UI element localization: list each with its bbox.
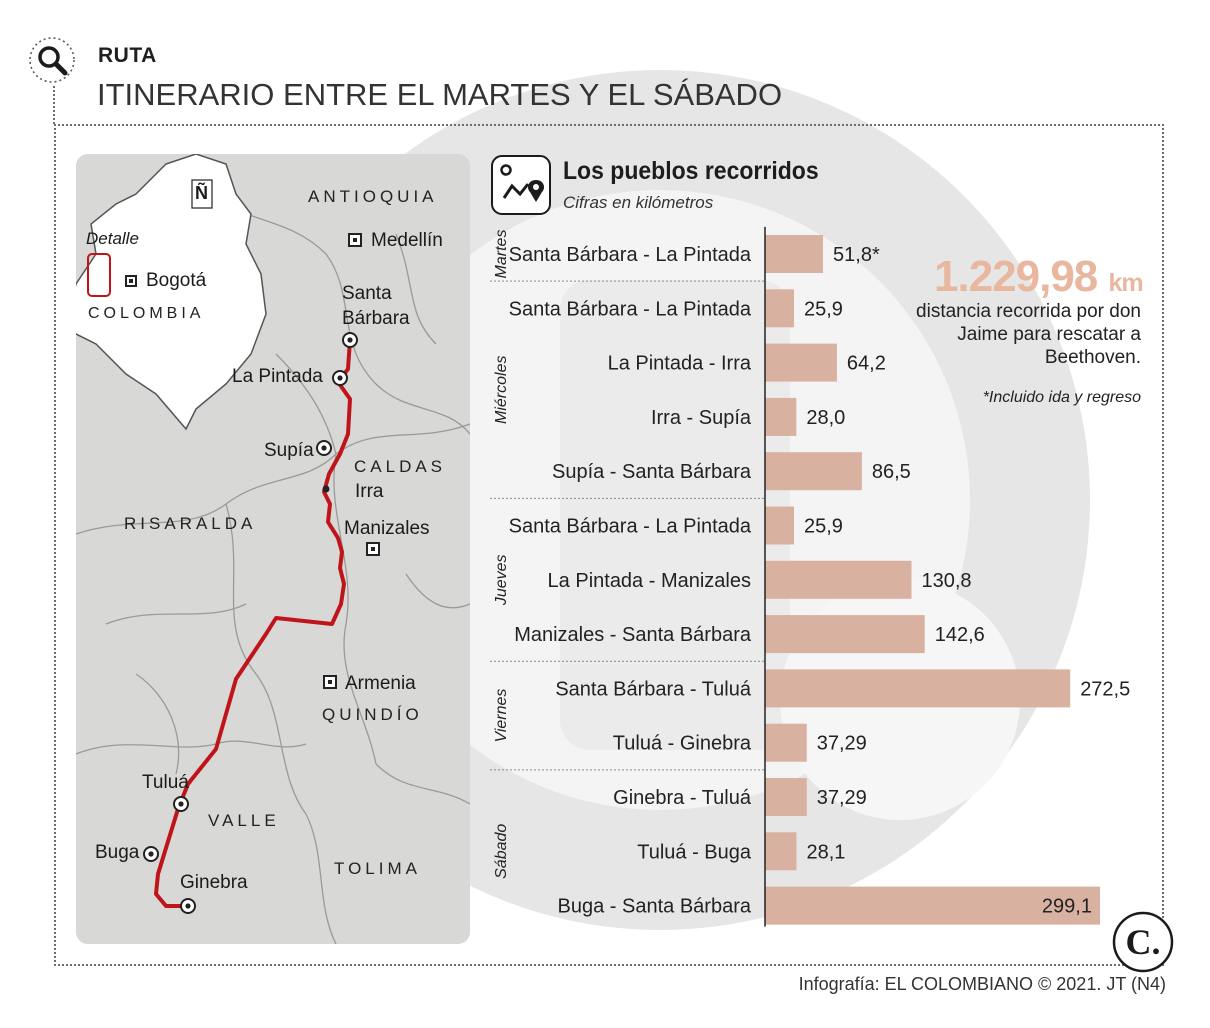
bar-2-1	[765, 560, 912, 599]
bar-1-0	[765, 289, 795, 328]
value-label-1-2: 28,0	[806, 407, 845, 429]
bar-0-0	[765, 235, 824, 273]
segment-label-3-0: Santa Bárbara - Tuluá	[555, 678, 752, 700]
value-label-4-2: 299,1	[1042, 896, 1092, 918]
route-map	[76, 154, 470, 944]
segment-label-0-0: Santa Bárbara - La Pintada	[509, 244, 752, 266]
section-kicker: RUTA	[98, 44, 157, 67]
place-barbara: Bárbara	[342, 308, 410, 329]
value-label-4-0: 37,29	[817, 787, 867, 809]
day-label-2: Jueves	[493, 554, 510, 606]
segment-label-2-1: La Pintada - Manizales	[548, 570, 751, 592]
value-label-3-0: 272,5	[1080, 678, 1130, 700]
place-supia: Supía	[264, 440, 314, 461]
bar-1-2	[765, 397, 797, 436]
total-distance: 1.229,98 km	[934, 252, 1144, 302]
bar-2-2	[765, 615, 925, 654]
place-armenia: Armenia	[345, 673, 416, 694]
segment-label-4-0: Ginebra - Tuluá	[613, 787, 752, 809]
place-la-pintada: La Pintada	[232, 366, 323, 387]
region-antioquia: ANTIOQUIA	[308, 187, 438, 206]
place-ginebra: Ginebra	[180, 872, 248, 893]
region-caldas: CALDAS	[354, 457, 447, 476]
value-label-1-1: 64,2	[847, 353, 886, 375]
place-medellin: Medellín	[371, 230, 443, 251]
capital-label: Bogotá	[146, 270, 207, 291]
north-label: Ñ	[195, 183, 208, 203]
value-label-0-0: 51,8*	[833, 244, 880, 266]
region-risaralda: RISARALDA	[124, 514, 257, 533]
footnote: *Incluido ida y regreso	[982, 389, 1141, 406]
distance-bar-chart: Santa Bárbara - La Pintada 51,8*MartesSan…	[490, 226, 1130, 927]
place-santa: Santa	[342, 283, 392, 304]
place-buga: Buga	[95, 842, 140, 863]
country-label: COLOMBIA	[88, 305, 205, 322]
segment-label-1-2: Irra - Supía	[651, 407, 752, 429]
department-borders	[76, 183, 470, 944]
el-colombiano-logo-icon: C.	[1112, 911, 1174, 973]
segment-label-2-0: Santa Bárbara - La Pintada	[509, 516, 752, 538]
region-quindio: QUINDÍO	[322, 705, 423, 724]
bar-3-0	[765, 669, 1071, 708]
north-arrow-icon	[191, 179, 213, 209]
value-label-3-1: 37,29	[817, 733, 867, 755]
place-tulua: Tuluá	[142, 772, 189, 793]
colombia-inset	[76, 154, 267, 431]
total-distance-unit: km	[1108, 269, 1144, 297]
total-description: distancia recorrida por don Jaime para r…	[916, 301, 1141, 368]
segment-label-4-1: Tuluá - Buga	[637, 841, 752, 863]
segment-label-4-2: Buga - Santa Bárbara	[558, 896, 752, 918]
bar-1-1	[765, 343, 837, 382]
region-valle: VALLE	[208, 811, 280, 830]
day-label-3: Viernes	[493, 689, 510, 743]
value-label-4-1: 28,1	[806, 841, 845, 863]
day-label-0: Martes	[493, 230, 510, 279]
value-label-1-3: 86,5	[872, 461, 911, 483]
content-frame	[54, 124, 1164, 966]
panel-title: Los pueblos recorridos	[563, 157, 819, 185]
bar-3-1	[765, 723, 807, 762]
place-manizales: Manizales	[344, 518, 430, 539]
value-label-2-0: 25,9	[804, 516, 843, 538]
bar-1-3	[765, 452, 862, 491]
value-label-2-2: 142,6	[935, 624, 985, 646]
segment-label-2-2: Manizales - Santa Bárbara	[514, 624, 752, 646]
region-tolima: TOLIMA	[334, 859, 421, 878]
bar-2-0	[765, 506, 795, 545]
segment-label-3-1: Tuluá - Ginebra	[613, 733, 752, 755]
day-label-4: Sábado	[493, 824, 510, 879]
place-irra: Irra	[355, 481, 384, 502]
credit-line: Infografía: EL COLOMBIANO © 2021. JT (N4…	[798, 974, 1166, 994]
magnifier-icon	[29, 37, 75, 83]
value-label-2-1: 130,8	[921, 570, 971, 592]
page-title: ITINERARIO ENTRE EL MARTES Y EL SÁBADO	[97, 77, 783, 112]
value-label-1-0: 25,9	[804, 298, 843, 320]
route-pin-icon	[491, 155, 551, 215]
panel-subtitle: Cifras en kilómetros	[563, 193, 714, 212]
segment-label-1-3: Supía - Santa Bárbara	[552, 461, 752, 483]
bar-4-0	[765, 778, 807, 816]
frame-connector	[53, 86, 55, 124]
segment-label-1-1: La Pintada - Irra	[608, 353, 752, 375]
bar-4-2	[765, 886, 1100, 925]
bar-4-1	[765, 832, 797, 871]
day-label-1: Miércoles	[493, 356, 510, 424]
svg-text:C.: C.	[1126, 922, 1161, 962]
detail-label: Detalle	[86, 229, 139, 248]
segment-label-1-0: Santa Bárbara - La Pintada	[509, 298, 752, 320]
total-distance-value: 1.229,98	[934, 252, 1098, 301]
